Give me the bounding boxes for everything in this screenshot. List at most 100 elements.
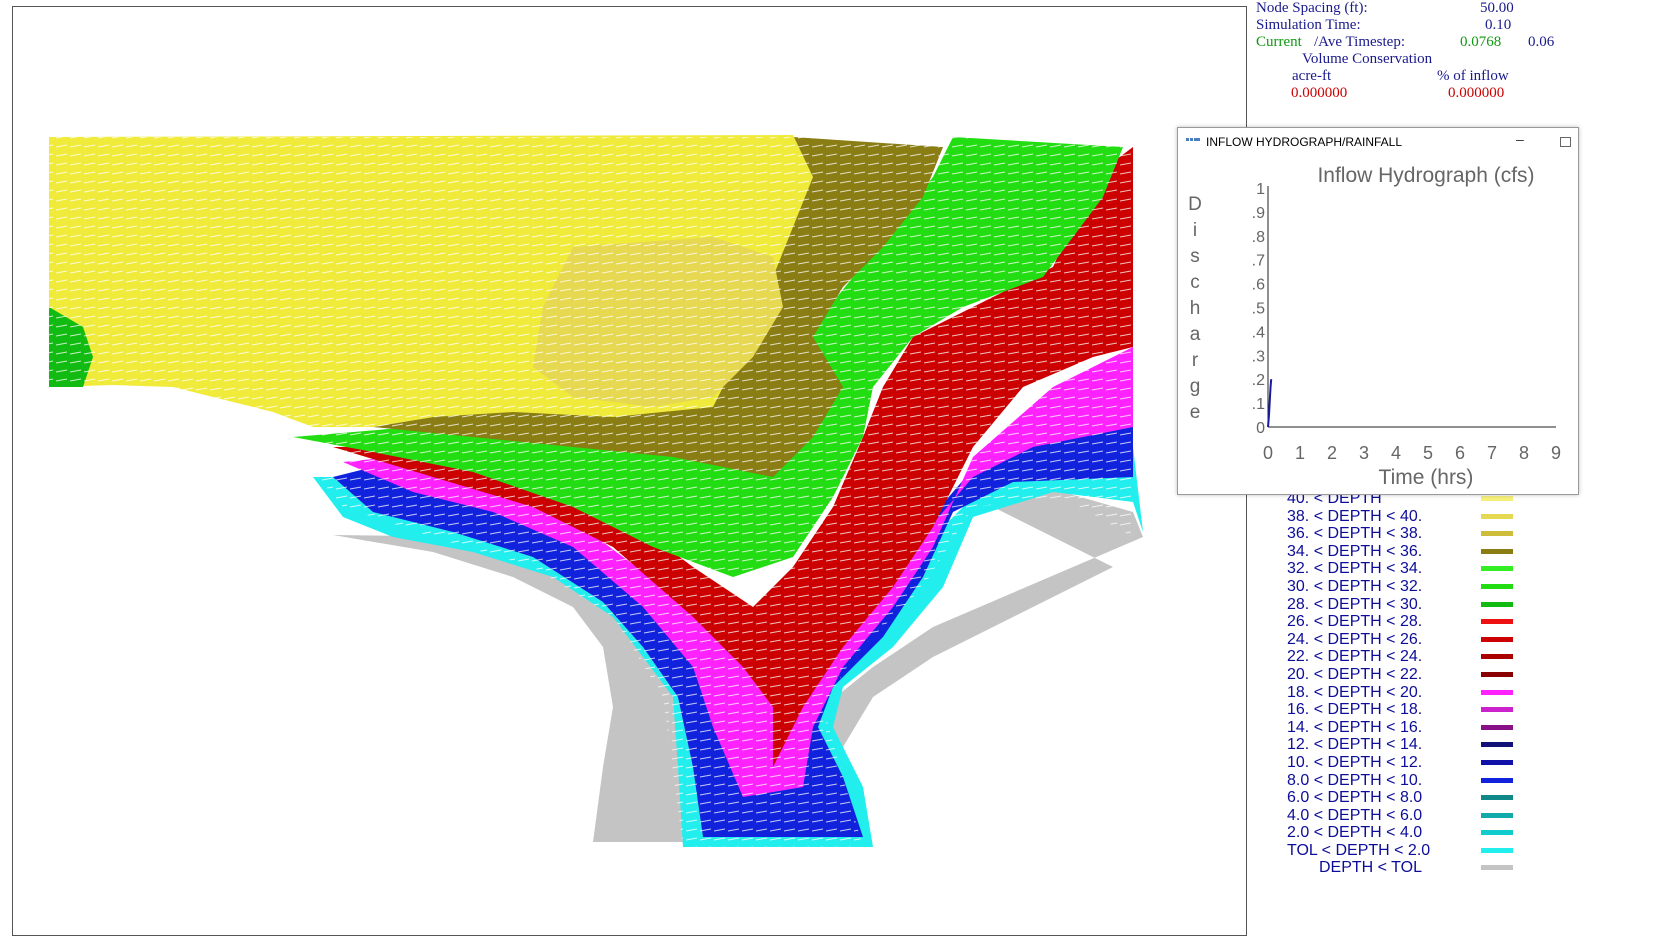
- y-tick-label: .6: [1252, 277, 1265, 294]
- y-tick-label: 1: [1256, 181, 1265, 198]
- timestep-ave-label: /Ave Timestep:: [1314, 34, 1405, 50]
- volume-values-row: 0.000000 0.000000: [1256, 85, 1566, 102]
- y-tick-label: .2: [1252, 372, 1265, 389]
- legend-item-label: 8.0 < DEPTH < 10.: [1287, 771, 1423, 789]
- x-tick-label: 3: [1359, 443, 1369, 463]
- legend-item-label: 24. < DEPTH < 26.: [1287, 630, 1423, 648]
- y-axis-label-letter: h: [1190, 298, 1201, 319]
- x-tick-label: 5: [1423, 443, 1433, 463]
- legend-swatch: [1481, 619, 1513, 625]
- y-tick-label: .1: [1252, 396, 1265, 413]
- legend-item: DEPTH < TOL: [1285, 859, 1525, 877]
- x-tick-label: 0: [1263, 443, 1273, 463]
- simulation-time-row: Simulation Time: 0.10: [1256, 17, 1566, 34]
- legend-swatch: [1481, 531, 1513, 537]
- timestep-row: Current /Ave Timestep: 0.0768 0.06: [1256, 34, 1566, 51]
- legend-swatch: [1481, 759, 1513, 765]
- x-tick-label: 9: [1551, 443, 1561, 463]
- node-spacing-label: Node Spacing (ft):: [1256, 0, 1368, 16]
- legend-item-label: 12. < DEPTH < 14.: [1287, 736, 1423, 754]
- legend-item-label: 20. < DEPTH < 22.: [1287, 665, 1423, 683]
- legend-item-label: 30. < DEPTH < 32.: [1287, 577, 1423, 595]
- depth-legend: 40. < DEPTH 38. < DEPTH < 40. 36. < DEPTH …: [1285, 490, 1525, 877]
- legend-item: 10. < DEPTH < 12.: [1285, 754, 1525, 772]
- legend-item: 34. < DEPTH < 36.: [1285, 543, 1525, 561]
- legend-item-label: 14. < DEPTH < 16.: [1287, 718, 1423, 736]
- legend-item: 16. < DEPTH < 18.: [1285, 701, 1525, 719]
- legend-item-label: 28. < DEPTH < 30.: [1287, 595, 1423, 613]
- app-icon: [1186, 138, 1200, 141]
- legend-item-label: TOL < DEPTH < 2.0: [1287, 841, 1431, 859]
- inflow-hydrograph-window[interactable]: INFLOW HYDROGRAPH/RAINFALL – Inflow Hydr…: [1177, 127, 1579, 495]
- y-axis-label-letter: c: [1190, 272, 1200, 293]
- y-axis-label-letter: i: [1193, 220, 1197, 241]
- legend-item-label: 2.0 < DEPTH < 4.0: [1287, 824, 1423, 842]
- legend-item: 6.0 < DEPTH < 8.0: [1285, 789, 1525, 807]
- x-axis-label: Time (hrs): [1379, 466, 1474, 489]
- x-tick-label: 6: [1455, 443, 1465, 463]
- timestep-current-label: Current: [1256, 34, 1302, 50]
- legend-item: 26. < DEPTH < 28.: [1285, 613, 1525, 631]
- legend-item-label: 18. < DEPTH < 20.: [1287, 683, 1423, 701]
- legend-item-label: 34. < DEPTH < 36.: [1287, 542, 1423, 560]
- y-tick-label: .3: [1252, 348, 1265, 365]
- maximize-button[interactable]: [1560, 137, 1571, 147]
- x-tick-label: 8: [1519, 443, 1529, 463]
- y-axis-label-letter: g: [1190, 376, 1201, 397]
- window-titlebar[interactable]: INFLOW HYDROGRAPH/RAINFALL –: [1178, 128, 1578, 154]
- legend-item-label: 38. < DEPTH < 40.: [1287, 507, 1423, 525]
- legend-swatch: [1481, 671, 1513, 677]
- x-tick-label: 1: [1295, 443, 1305, 463]
- depth-map-canvas[interactable]: [13, 7, 1246, 935]
- y-axis-label-letter: D: [1188, 194, 1202, 215]
- y-axis-label-letter: e: [1190, 402, 1201, 423]
- acreft-column-label: acre-ft: [1292, 68, 1332, 84]
- y-tick-label: .8: [1252, 229, 1265, 246]
- y-tick-label: .7: [1252, 253, 1265, 270]
- legend-item: 20. < DEPTH < 22.: [1285, 666, 1525, 684]
- legend-item-label: 22. < DEPTH < 24.: [1287, 648, 1423, 666]
- legend-swatch: [1481, 689, 1513, 695]
- legend-item: 4.0 < DEPTH < 6.0: [1285, 807, 1525, 825]
- legend-item: 24. < DEPTH < 26.: [1285, 631, 1525, 649]
- simulation-time-label: Simulation Time:: [1256, 17, 1361, 33]
- legend-swatch: [1481, 777, 1513, 783]
- node-spacing-value: 50.00: [1480, 0, 1514, 16]
- window-title: INFLOW HYDROGRAPH/RAINFALL: [1206, 135, 1403, 149]
- depth-map-panel[interactable]: [12, 6, 1247, 936]
- legend-item-label: 6.0 < DEPTH < 8.0: [1287, 789, 1423, 807]
- node-spacing-row: Node Spacing (ft): 50.00: [1256, 0, 1566, 17]
- x-tick-label: 2: [1327, 443, 1337, 463]
- legend-swatch: [1481, 707, 1513, 713]
- y-tick-label: 0: [1256, 420, 1265, 437]
- x-tick-label: 7: [1487, 443, 1497, 463]
- legend-swatch: [1481, 865, 1513, 871]
- pct-inflow-value: 0.000000: [1448, 85, 1505, 101]
- pct-inflow-column-label: % of inflow: [1437, 68, 1509, 84]
- legend-swatch: [1481, 742, 1513, 748]
- legend-item-label: 36. < DEPTH < 38.: [1287, 525, 1423, 543]
- y-tick-label: .5: [1252, 301, 1265, 318]
- legend-swatch: [1481, 513, 1513, 519]
- x-tick-label: 4: [1391, 443, 1401, 463]
- legend-item: 38. < DEPTH < 40.: [1285, 508, 1525, 526]
- chart-title: Inflow Hydrograph (cfs): [1317, 164, 1534, 187]
- legend-item: TOL < DEPTH < 2.0: [1285, 842, 1525, 860]
- legend-item: 14. < DEPTH < 16.: [1285, 719, 1525, 737]
- legend-item-label: 26. < DEPTH < 28.: [1287, 613, 1423, 631]
- legend-swatch: [1481, 566, 1513, 572]
- timestep-ave-value: 0.06: [1528, 34, 1555, 50]
- legend-swatch: [1481, 583, 1513, 589]
- legend-swatch: [1481, 795, 1513, 801]
- legend-swatch: [1481, 812, 1513, 818]
- legend-item: 18. < DEPTH < 20.: [1285, 684, 1525, 702]
- y-axis-label-letter: r: [1192, 350, 1199, 371]
- simulation-time-value: 0.10: [1485, 17, 1512, 33]
- legend-item: 32. < DEPTH < 34.: [1285, 560, 1525, 578]
- legend-item-label: 4.0 < DEPTH < 6.0: [1287, 806, 1423, 824]
- simulation-status-panel: Node Spacing (ft): 50.00 Simulation Time…: [1256, 0, 1566, 102]
- acreft-value: 0.000000: [1291, 85, 1348, 101]
- minimize-button[interactable]: –: [1516, 131, 1524, 147]
- inflow-series-line: [1267, 379, 1273, 428]
